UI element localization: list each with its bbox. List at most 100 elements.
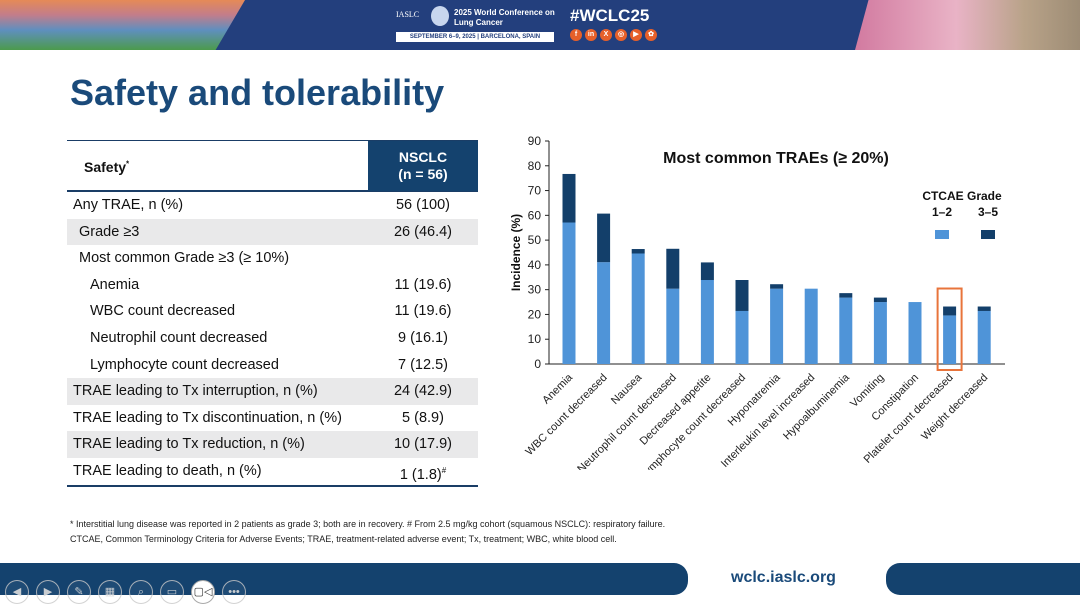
conference-dates: SEPTEMBER 6–9, 2025 | BARCELONA, SPAIN	[396, 32, 554, 42]
row-value: 11 (19.6)	[368, 298, 478, 325]
table-row: TRAE leading to Tx reduction, n (%) 10 (1…	[67, 431, 478, 458]
globe-icon	[431, 6, 449, 26]
legend-label: 1–2	[932, 205, 952, 219]
bar-grade-3-5	[700, 262, 714, 281]
conference-name: 2025 World Conference on Lung Cancer	[454, 8, 555, 27]
chart-title: Most common TRAEs (≥ 20%)	[663, 150, 889, 167]
facebook-icon[interactable]: f	[570, 29, 582, 41]
y-tick-label: 50	[528, 233, 542, 247]
bar-grade-1-2	[735, 310, 749, 364]
barcelona-park-photo	[0, 0, 245, 50]
table-row: Lymphocyte count decreased 7 (12.5)	[67, 352, 478, 379]
zoom-icon[interactable]: ⌕	[129, 580, 153, 604]
row-value-text: 11 (19.6)	[394, 276, 452, 293]
row-value: 9 (16.1)	[368, 325, 478, 352]
y-axis-title: Incidence (%)	[509, 214, 523, 291]
row-value: 10 (17.9)	[368, 431, 478, 458]
row-value: 7 (12.5)	[368, 352, 478, 379]
subtitles-icon[interactable]: ▭	[160, 580, 184, 604]
camera-icon[interactable]: ▢◁	[191, 580, 215, 604]
y-tick-label: 40	[528, 258, 542, 272]
row-label: Any TRAE, n (%)	[73, 197, 184, 213]
x-tick-label: Weight decreased	[919, 372, 990, 443]
youtube-icon[interactable]: ▶	[630, 29, 642, 41]
row-value-text: 11 (19.6)	[394, 303, 452, 320]
row-value: 11 (19.6)	[368, 272, 478, 299]
y-tick-label: 90	[528, 134, 542, 148]
bar-grade-1-2	[908, 302, 922, 364]
next-icon[interactable]: ▶	[36, 580, 60, 604]
table-row: Any TRAE, n (%) 56 (100)	[67, 192, 478, 219]
social-links: f in X ◎ ▶ ✿	[570, 29, 657, 41]
legend-label: 3–5	[978, 205, 998, 219]
legend-swatch	[981, 230, 995, 239]
more-icon[interactable]: •••	[222, 580, 246, 604]
bar-grade-3-5	[873, 297, 887, 303]
footnote-mark: #	[441, 465, 447, 475]
row-value-text: 10 (17.9)	[393, 436, 453, 453]
table-row: Anemia 11 (19.6)	[67, 272, 478, 299]
table-row: TRAE leading to Tx discontinuation, n (%…	[67, 405, 478, 432]
y-tick-label: 10	[528, 332, 542, 346]
y-tick-label: 0	[534, 357, 541, 371]
row-label: Neutrophil count decreased	[90, 329, 268, 346]
bar-grade-3-5	[631, 249, 645, 254]
legend-title: CTCAE Grade	[922, 189, 1002, 203]
presentation-controls: ◀ ▶ ✎ ▦ ⌕ ▭ ▢◁ •••	[5, 580, 246, 604]
bar-grade-3-5	[770, 284, 784, 289]
highlight-box	[936, 287, 963, 371]
header-nsclc-label: NSCLC	[398, 149, 448, 165]
row-value: 26 (46.4)	[368, 219, 478, 246]
bar-grade-1-2	[700, 280, 714, 364]
table-bottom-rule	[67, 484, 478, 487]
table-row: TRAE leading to Tx interruption, n (%) 24…	[67, 378, 478, 405]
table-row: Neutrophil count decreased 9 (16.1)	[67, 325, 478, 352]
header-nsclc: NSCLC (n = 56)	[368, 141, 478, 191]
bar-grade-1-2	[562, 222, 576, 364]
table-row: WBC count decreased 11 (19.6)	[67, 298, 478, 325]
bar-grade-3-5	[597, 213, 611, 263]
footnote-1: * Interstitial lung disease was reported…	[70, 519, 666, 529]
footnote-2: CTCAE, Common Terminology Criteria for A…	[70, 534, 617, 544]
row-value: 5 (8.9)	[368, 405, 478, 432]
row-value-text: 56 (100)	[395, 197, 450, 213]
table-header: Safety* NSCLC (n = 56)	[67, 140, 478, 192]
safety-table: Safety* NSCLC (n = 56) Any TRAE, n (%) 56 …	[67, 140, 478, 487]
footnote-mark: *	[126, 159, 130, 169]
bar-grade-3-5	[943, 306, 957, 316]
table-row: Grade ≥3 26 (46.4)	[67, 218, 478, 246]
slides-icon[interactable]: ▦	[98, 580, 122, 604]
table-row: Most common Grade ≥3 (≥ 10%)	[67, 245, 478, 272]
row-label: TRAE leading to Tx interruption, n (%)	[73, 383, 318, 400]
sagrada-familia-photo	[855, 0, 1080, 50]
x-tick-label: Hypoalbuminemia	[781, 371, 852, 442]
row-value-text: 5 (8.9)	[402, 409, 444, 426]
pen-icon[interactable]: ✎	[67, 580, 91, 604]
iaslc-logo: IASLC	[396, 10, 420, 19]
row-label: TRAE leading to Tx discontinuation, n (%…	[73, 409, 342, 426]
bar-grade-1-2	[770, 288, 784, 364]
wechat-icon[interactable]: ✿	[645, 29, 657, 41]
row-value-text: 26 (46.4)	[393, 223, 453, 240]
footnotes: * Interstitial lung disease was reported…	[70, 517, 665, 547]
row-value-text: 7 (12.5)	[398, 356, 448, 373]
bar-grade-1-2	[873, 302, 887, 364]
table-body: Any TRAE, n (%) 56 (100) Grade ≥3 26 (46.4)…	[67, 192, 478, 485]
y-tick-label: 30	[528, 283, 542, 297]
y-tick-label: 20	[528, 307, 542, 321]
bar-grade-1-2	[943, 315, 957, 364]
instagram-icon[interactable]: ◎	[615, 29, 627, 41]
row-value: 56 (100)	[368, 192, 478, 219]
x-icon[interactable]: X	[600, 29, 612, 41]
bar-grade-3-5	[666, 248, 680, 289]
bar-grade-1-2	[666, 288, 680, 364]
row-label: Grade ≥3	[79, 223, 140, 240]
row-value-text: 1 (1.8)	[399, 466, 442, 483]
row-label: Anemia	[90, 276, 140, 293]
row-label: TRAE leading to death, n (%)	[73, 462, 262, 479]
row-value: 24 (42.9)	[368, 378, 478, 405]
previous-icon[interactable]: ◀	[5, 580, 29, 604]
linkedin-icon[interactable]: in	[585, 29, 597, 41]
bar-grade-1-2	[839, 297, 853, 364]
website-link[interactable]: wclc.iaslc.org	[731, 569, 836, 586]
